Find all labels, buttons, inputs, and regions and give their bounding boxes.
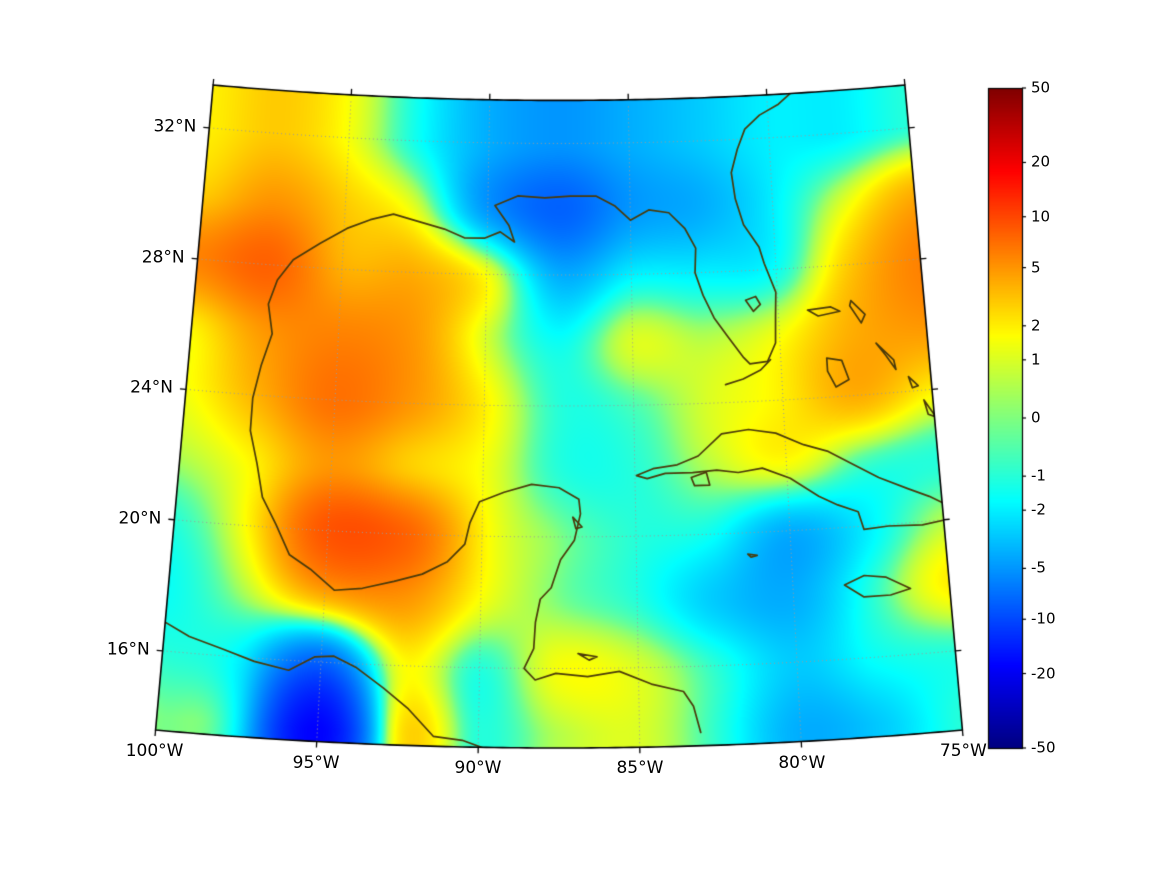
map-canvas xyxy=(0,0,1167,875)
figure: 100°W 95°W 90°W 85°W 80°W 75°W 16°N 20°N 24°N 28°… xyxy=(0,0,1167,875)
